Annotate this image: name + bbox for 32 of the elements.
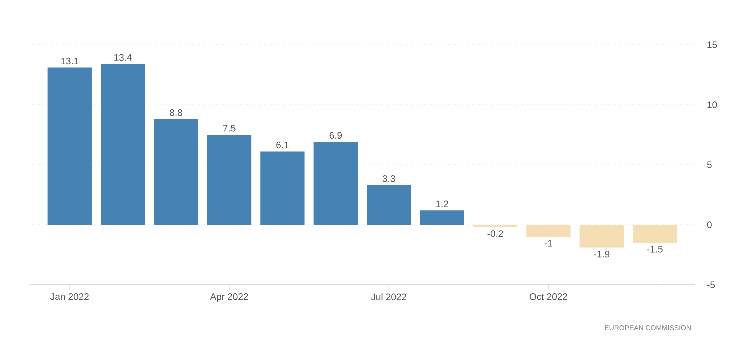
data-label: 6.1 [276, 142, 289, 149]
y-tick-label: 5 [707, 162, 712, 168]
bar [207, 134, 252, 225]
y-tick-label: -5 [707, 282, 716, 288]
data-label: 7.5 [223, 125, 236, 132]
x-tick-label: Jul 2022 [371, 294, 407, 300]
bar [154, 119, 198, 225]
data-label: -1.9 [594, 250, 610, 258]
y-tick-label: 0 [707, 222, 712, 228]
bar [48, 68, 92, 225]
bar [260, 152, 305, 225]
bar [580, 225, 624, 248]
y-tick-label: 10 [708, 102, 718, 108]
bar [526, 225, 571, 237]
data-label: 3.3 [382, 176, 396, 182]
data-label: -1 [544, 240, 552, 247]
data-label: 6.9 [330, 132, 342, 140]
data-label: 13.4 [114, 54, 132, 62]
x-tick-label: Jan 2022 [50, 294, 89, 300]
y-tick-label: 15 [708, 42, 718, 48]
bar [101, 64, 146, 225]
x-tick-label: Oct 2022 [530, 294, 568, 300]
x-tick-label: Apr 2022 [210, 294, 248, 302]
bar [633, 225, 678, 243]
bar [367, 185, 412, 225]
data-label: 1.2 [436, 200, 448, 208]
data-label: 13.1 [61, 58, 79, 65]
data-label: -0.2 [488, 230, 504, 238]
data-label: 8.8 [170, 110, 182, 116]
data-label: -1.5 [647, 246, 663, 253]
bar [420, 210, 464, 225]
bar [314, 142, 358, 225]
